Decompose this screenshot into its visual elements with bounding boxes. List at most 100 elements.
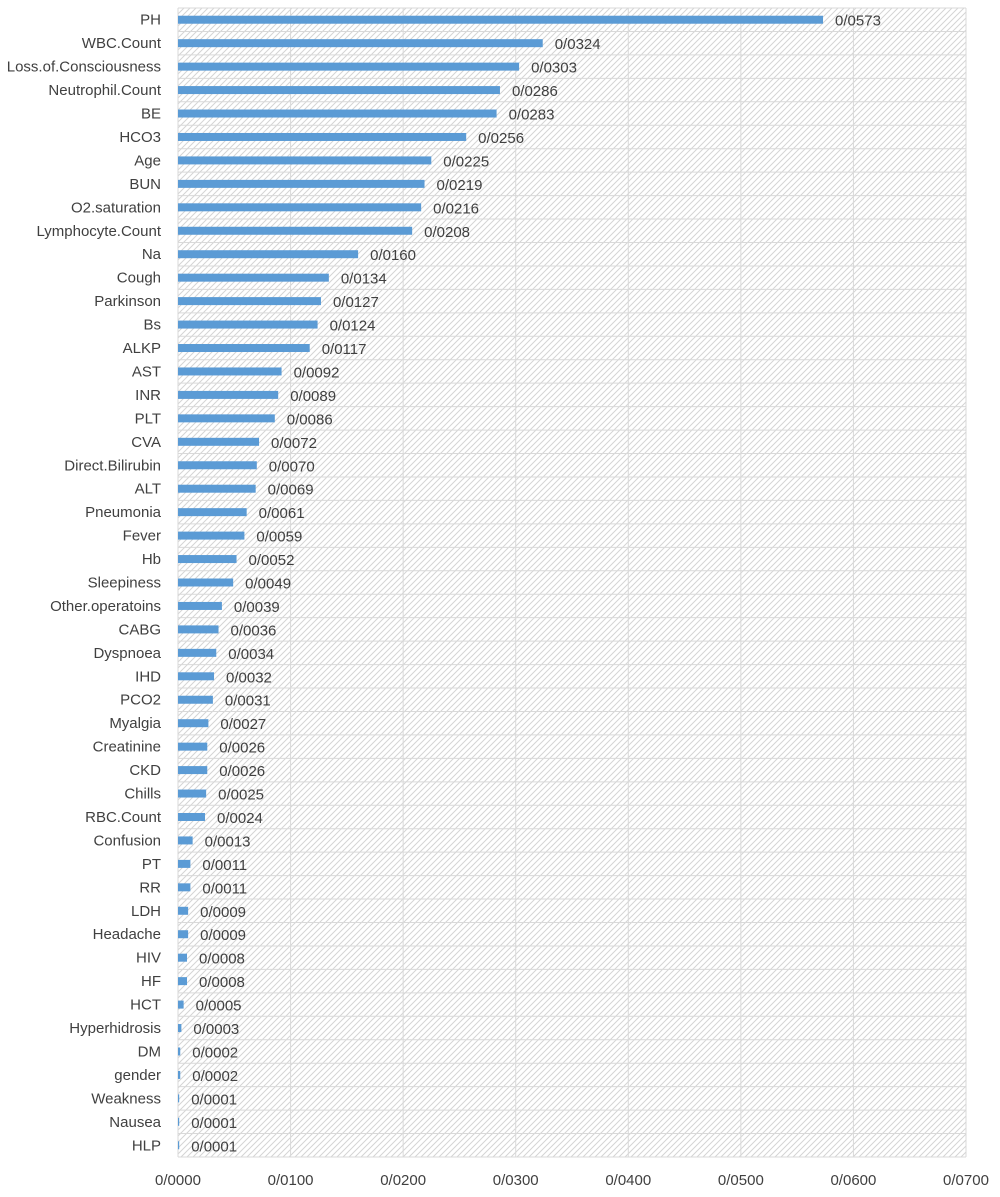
category-label: Weakness [91,1090,161,1107]
data-label: 0/0009 [200,927,246,944]
data-label: 0/0001 [191,1115,237,1132]
bar [178,836,193,845]
bar [178,555,237,564]
category-label: Bs [143,317,161,334]
bar [178,719,209,728]
bar [178,977,188,986]
data-label: 0/0003 [193,1021,239,1038]
data-label: 0/0026 [219,740,265,757]
category-label: AST [132,363,161,380]
bar [178,601,222,610]
data-label: 0/0031 [225,693,271,710]
bar [178,437,260,446]
data-label: 0/0069 [268,482,314,499]
x-tick-label: 0/0500 [718,1172,764,1189]
x-axis-tick-labels: 0/0000 0/0100 0/0200 0/0300 0/0400 0/0500 0/06… [155,1172,989,1189]
category-label: O2.saturation [71,199,161,216]
data-label: 0/0573 [835,13,881,30]
category-label: Loss.of.Consciousness [7,59,161,76]
bar [178,695,213,704]
x-tick-label: 0/0100 [268,1172,314,1189]
bar [178,156,432,165]
bar [178,789,207,798]
category-label: Hyperhidrosis [69,1020,161,1037]
category-label: BUN [129,176,161,193]
category-label: ALT [135,481,161,498]
data-label: 0/0117 [322,341,367,358]
data-label: 0/0001 [191,1138,237,1155]
data-label: 0/0089 [290,388,336,405]
category-label: Neutrophil.Count [48,82,161,99]
bar [178,461,257,470]
bar [178,859,191,868]
data-label: 0/0086 [287,411,333,428]
bar [178,578,234,587]
category-label: Chills [124,786,161,803]
data-label: 0/0127 [333,294,379,311]
bar [178,484,256,493]
category-label: Lymphocyte.Count [36,223,161,240]
data-label: 0/0011 [202,857,247,874]
data-label: 0/0070 [269,458,315,475]
data-label: 0/0034 [228,646,274,663]
bar [178,344,310,353]
x-tick-label: 0/0200 [380,1172,426,1189]
data-label: 0/0124 [330,318,376,335]
category-labels: PH WBC.Count Loss.of.Consciousness Neutroph… [7,12,162,1155]
bar [178,390,279,399]
data-labels: 0/0573 0/0324 0/0303 0/0286 0/0283 0/0256 0/02… [191,13,881,1156]
bar [178,1117,180,1126]
data-label: 0/0134 [341,271,387,288]
category-label: CVA [131,434,161,451]
category-label: HLP [132,1137,161,1154]
category-label: HCO3 [119,129,161,146]
category-label: Cough [117,270,161,287]
data-label: 0/0008 [199,951,245,968]
category-label: IHD [135,668,161,685]
bar [178,742,208,751]
category-label: ALKP [123,340,161,357]
data-label: 0/0160 [370,247,416,264]
bar [178,62,520,71]
data-label: 0/0283 [509,107,555,124]
category-label: DM [138,1043,161,1060]
data-label: 0/0303 [531,60,577,77]
category-label: Na [142,246,162,263]
x-tick-label: 0/0000 [155,1172,201,1189]
data-label: 0/0256 [478,130,524,147]
data-label: 0/0052 [249,552,295,569]
bar [178,1094,180,1103]
category-label: BE [141,106,161,123]
bar [178,414,275,423]
data-label: 0/0072 [271,435,317,452]
category-label: LDH [131,903,161,920]
bar [178,109,497,118]
gridlines [177,7,967,1158]
category-label: Myalgia [109,715,161,732]
category-label: Sleepiness [88,575,161,592]
category-label: Pneumonia [85,504,162,521]
data-label: 0/0036 [231,622,277,639]
data-label: 0/0027 [220,716,266,733]
data-label: 0/0013 [205,833,251,850]
category-label: HIV [136,950,161,967]
category-label: PCO2 [120,692,161,709]
data-label: 0/0026 [219,763,265,780]
x-tick-label: 0/0400 [605,1172,651,1189]
category-label: Fever [123,528,161,545]
data-label: 0/0009 [200,904,246,921]
category-label: CKD [129,762,161,779]
data-label: 0/0225 [443,153,489,170]
x-tick-label: 0/0300 [493,1172,539,1189]
data-label: 0/0216 [433,200,479,217]
bar [178,906,189,915]
x-tick-label: 0/0700 [943,1172,989,1189]
category-label: CABG [118,621,161,638]
category-label: RR [139,879,161,896]
bar [178,1024,182,1033]
category-label: Other.operatoins [50,598,161,615]
data-label: 0/0002 [192,1044,238,1061]
plot-area [178,8,966,1157]
data-label: 0/0024 [217,810,263,827]
